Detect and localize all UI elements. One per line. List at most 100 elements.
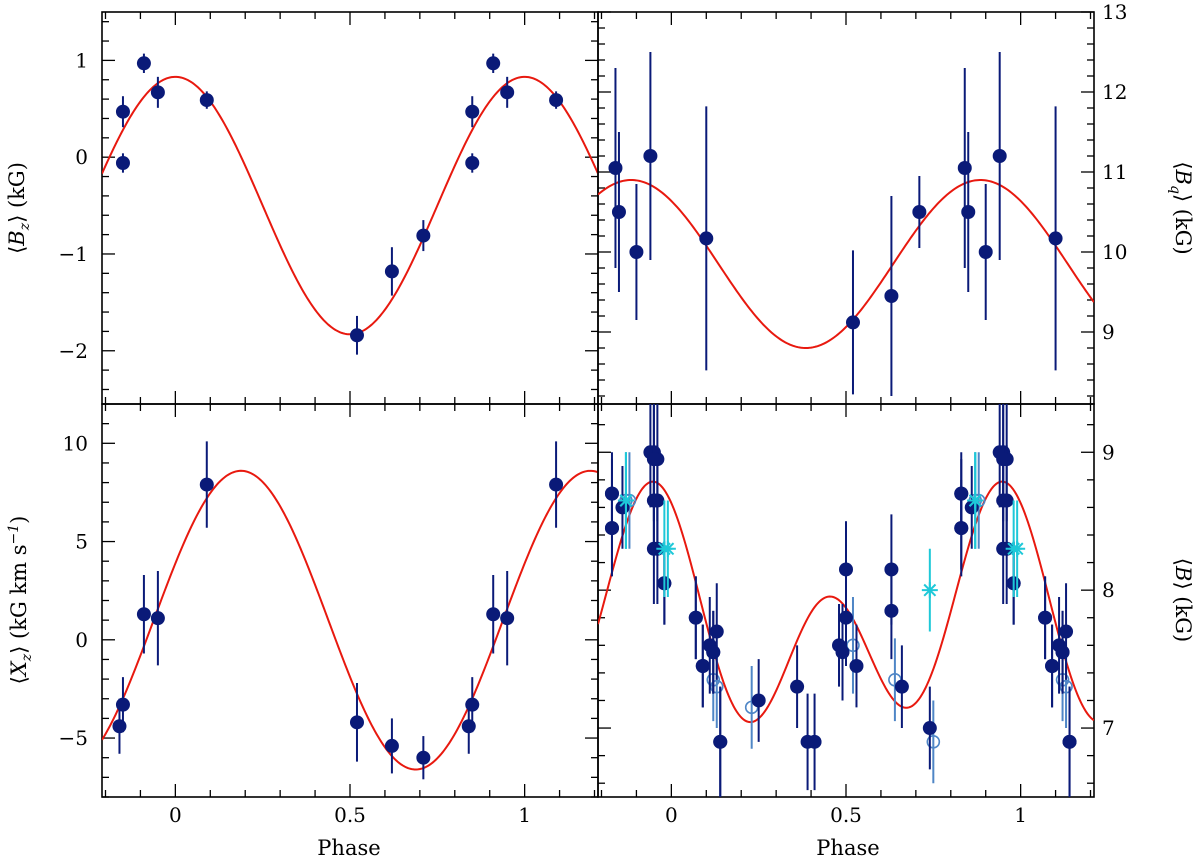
data-point	[150, 85, 165, 100]
data-point	[835, 645, 850, 660]
data-point	[384, 264, 399, 279]
star-point	[617, 492, 634, 509]
data-point	[839, 610, 853, 625]
data-point	[695, 659, 710, 673]
panel-b: 7 8 9 0 0.5 1	[597, 403, 1115, 827]
data-point	[150, 611, 165, 626]
y-tick-label: −5	[59, 726, 88, 750]
y-tick-label: 10	[1102, 240, 1127, 264]
x-tick-label: 0.5	[334, 803, 366, 827]
data-point	[643, 149, 658, 163]
data-point	[996, 541, 1011, 556]
data-point	[954, 521, 969, 536]
data-point	[115, 155, 130, 170]
data-point	[199, 93, 214, 108]
x-tick-label: 1	[1014, 803, 1027, 827]
y-tick-label: −2	[59, 339, 88, 363]
data-point	[961, 205, 976, 219]
data-point	[1059, 624, 1074, 639]
data-point	[845, 315, 860, 330]
y-tick-label: 5	[75, 530, 88, 554]
ylabel-bq: ⟨Bq⟩ (kG)	[1167, 161, 1195, 254]
data-point	[416, 228, 431, 243]
model-curve	[102, 469, 598, 771]
data-point	[1038, 610, 1053, 625]
x-axis-title-right: Phase	[816, 836, 879, 859]
data-point	[912, 205, 927, 219]
data-point	[751, 693, 766, 708]
data-point	[992, 149, 1007, 163]
data-point	[629, 245, 644, 259]
x-tick-label: 0	[169, 803, 182, 827]
y-tick-label: 9	[1102, 440, 1115, 464]
frame-bz	[101, 11, 599, 405]
data-point	[115, 697, 130, 712]
data-point	[894, 679, 909, 694]
data-point	[1045, 659, 1060, 673]
y-tick-label: 9	[1102, 320, 1115, 344]
data-point	[500, 611, 515, 626]
data-point	[136, 607, 151, 622]
data-point	[416, 750, 431, 765]
data-point	[709, 624, 724, 639]
panel-bq: 9 10 11 12 13	[597, 0, 1127, 405]
data-point	[884, 562, 899, 577]
data-point	[112, 719, 127, 734]
data-point	[461, 719, 476, 734]
data-point	[549, 93, 564, 108]
model-curve	[102, 75, 598, 336]
data-point	[465, 104, 480, 119]
data-point	[807, 734, 822, 749]
plot-area-xz	[102, 441, 598, 780]
data-point	[1062, 734, 1077, 749]
data-point	[1048, 231, 1063, 246]
star-point	[1005, 540, 1022, 557]
data-point	[922, 721, 937, 736]
data-point	[500, 85, 515, 100]
data-point	[699, 231, 714, 246]
data-point	[884, 289, 899, 303]
data-point	[688, 610, 703, 625]
data-point	[1055, 645, 1070, 660]
data-point	[978, 245, 993, 259]
data-point	[199, 477, 214, 492]
y-tick-label: 8	[1102, 578, 1115, 602]
y-tick-label: 0	[75, 628, 88, 652]
data-point	[115, 104, 130, 119]
data-point	[706, 645, 721, 660]
data-point	[604, 521, 619, 536]
y-tick-label: 0	[75, 145, 88, 169]
y-tick-label: 12	[1102, 80, 1127, 104]
data-point	[713, 734, 728, 749]
data-point	[486, 56, 501, 71]
x-axis-title-left: Phase	[317, 836, 380, 859]
data-point	[136, 56, 151, 71]
data-point	[349, 328, 364, 343]
data-point	[611, 205, 626, 219]
data-point	[349, 715, 364, 730]
x-tick-label: 0.5	[830, 803, 862, 827]
x-tick-label: 1	[518, 803, 531, 827]
data-point	[849, 659, 864, 673]
plot-area-b	[598, 404, 1094, 797]
data-point	[549, 477, 564, 492]
y-tick-label: 13	[1102, 0, 1127, 24]
y-tick-label: 11	[1102, 160, 1127, 184]
y-tick-label: 10	[63, 431, 88, 455]
panel-bz: −2 −1 0 1	[59, 11, 599, 405]
data-point	[486, 607, 501, 622]
star-point	[921, 582, 938, 599]
y-tick-label: 7	[1102, 716, 1115, 740]
panel-xz: −5 0 5 10 0 0.5 1	[59, 403, 599, 827]
ylabel-xz: ⟨Xz⟩ (kG km s−1)	[6, 516, 35, 685]
star-point	[656, 540, 673, 557]
star-point	[967, 492, 984, 509]
data-point	[790, 679, 805, 694]
x-tick-label: 0	[665, 803, 678, 827]
plot-area-bz	[102, 53, 598, 355]
data-point	[608, 161, 623, 175]
open-point	[926, 735, 941, 749]
data-point	[384, 738, 399, 753]
plot-area-bq	[598, 52, 1094, 396]
